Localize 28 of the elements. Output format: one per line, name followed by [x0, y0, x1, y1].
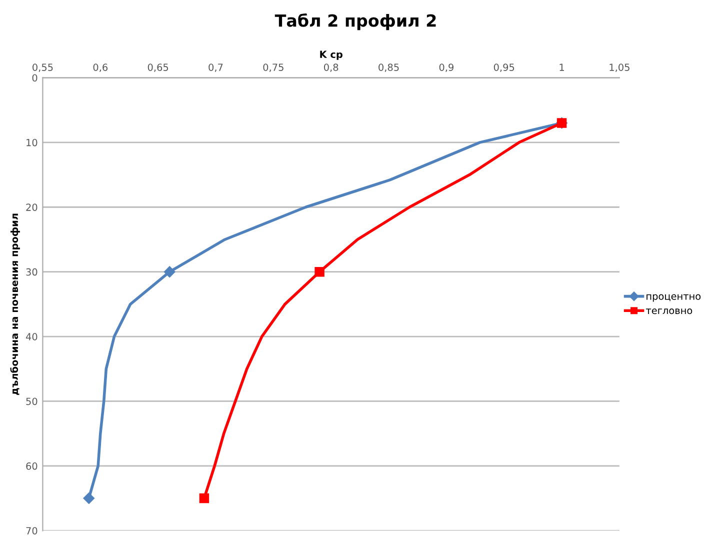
y-tick-label: 20 — [26, 204, 38, 211]
x-tick-label: 0,8 — [324, 64, 338, 72]
x-tick-label: 0,7 — [208, 64, 223, 72]
x-tick-label: 1,05 — [610, 64, 630, 72]
legend-label: процентно — [646, 294, 701, 302]
x-tick-label: 1 — [560, 64, 564, 71]
y-tick-label: 40 — [26, 333, 38, 340]
x-tick-label: 0,65 — [148, 64, 168, 72]
x-tick-label: 0,9 — [439, 64, 454, 72]
x-tick-label: 0,6 — [93, 64, 108, 72]
x-tick-label: 0,55 — [32, 64, 53, 72]
y-tick-label: 30 — [26, 268, 38, 276]
point — [199, 493, 210, 504]
point — [83, 492, 94, 504]
x-tick-label: 0,75 — [263, 64, 284, 72]
point — [314, 266, 324, 277]
y-tick-label: 60 — [26, 462, 38, 470]
y-tick-label: 10 — [26, 138, 38, 146]
point — [164, 266, 176, 278]
x-tick-label: 0,95 — [494, 64, 514, 72]
y-tick-label: 50 — [26, 398, 38, 406]
y-tick-label: 0 — [32, 74, 38, 82]
legend-label: тегловно — [646, 308, 692, 314]
x-axis-title: K ср — [320, 50, 342, 60]
y-axis-title: дълбочина на почвения профил — [10, 214, 20, 395]
chart-title: Табл 2 профил 2 — [274, 13, 436, 30]
y-tick-label: 70 — [26, 527, 38, 534]
x-tick-label: 0,85 — [378, 64, 399, 72]
